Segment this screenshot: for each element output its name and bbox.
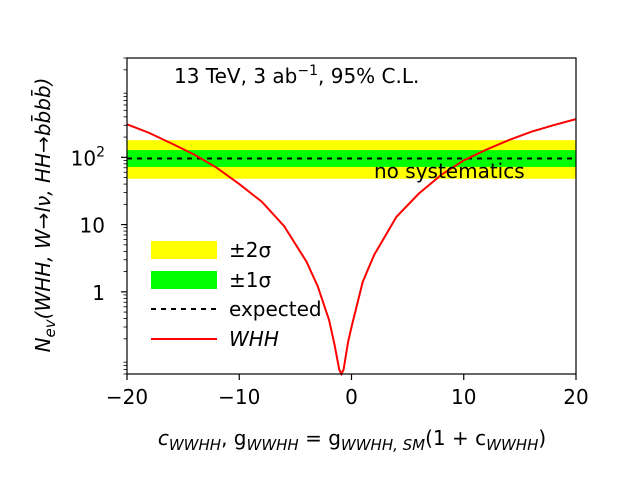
legend-label: ±1σ xyxy=(229,268,271,292)
y-tick-label: 102 xyxy=(71,144,105,170)
legend: ±2σ ±1σ expected WHH xyxy=(151,238,322,351)
legend-swatch-2sigma xyxy=(151,241,217,259)
legend-label: ±2σ xyxy=(229,238,271,262)
x-tick-label: 20 xyxy=(563,385,588,409)
annotation-no-systematics: no systematics xyxy=(374,159,525,183)
y-tick-label: 1 xyxy=(92,281,105,305)
x-tick-label: 0 xyxy=(345,385,358,409)
series-line-whh xyxy=(126,118,577,377)
legend-swatch-1sigma xyxy=(151,271,217,289)
uncertainty-bands xyxy=(127,140,576,179)
axis-ticks: −20 −10 0 10 20 1 10 102 xyxy=(71,57,589,409)
x-tick-label: −10 xyxy=(218,385,260,409)
legend-label: expected xyxy=(229,297,322,321)
y-tick-label: 10 xyxy=(80,214,105,238)
x-tick-label: −20 xyxy=(106,385,148,409)
y-axis-label: Nev(WHH, W→lν, HH→bb̄bb̄) xyxy=(30,78,59,353)
series-layer xyxy=(126,118,577,377)
x-axis-label: cWWHH, gWWHH = gWWHH, SM(1 + cWWHH) xyxy=(158,426,546,454)
annotation-energy-lumi: 13 TeV, 3 ab−1, 95% C.L. xyxy=(174,63,419,88)
legend-label: WHH xyxy=(229,327,279,351)
x-tick-label: 10 xyxy=(451,385,476,409)
